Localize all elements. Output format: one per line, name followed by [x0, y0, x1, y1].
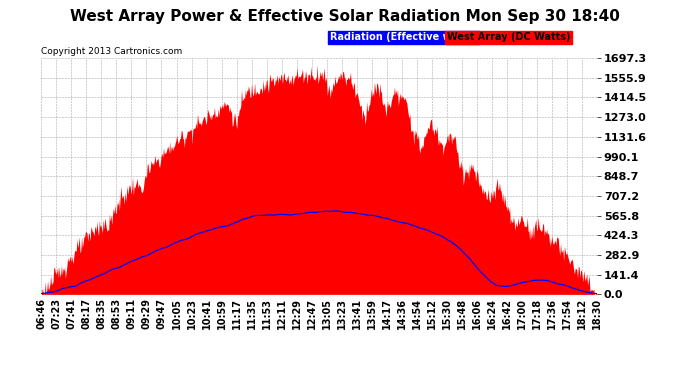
- Text: 16:06: 16:06: [472, 298, 482, 329]
- Text: 09:47: 09:47: [157, 298, 166, 329]
- Text: 15:30: 15:30: [442, 298, 452, 329]
- Text: 12:47: 12:47: [306, 298, 317, 329]
- Text: 07:41: 07:41: [66, 298, 77, 329]
- Text: 10:23: 10:23: [186, 298, 197, 329]
- Text: Radiation (Effective w/m2): Radiation (Effective w/m2): [331, 33, 477, 42]
- Text: 16:42: 16:42: [502, 298, 512, 329]
- Text: 18:12: 18:12: [577, 298, 586, 329]
- Text: 17:00: 17:00: [517, 298, 526, 329]
- Text: 11:17: 11:17: [232, 298, 241, 329]
- Text: 17:36: 17:36: [546, 298, 557, 329]
- Text: 14:17: 14:17: [382, 298, 392, 329]
- Text: 09:29: 09:29: [141, 298, 152, 329]
- Text: 13:41: 13:41: [352, 298, 362, 329]
- Text: 12:11: 12:11: [277, 298, 286, 329]
- Text: 10:41: 10:41: [201, 298, 212, 329]
- Text: 17:18: 17:18: [532, 298, 542, 329]
- Text: 18:30: 18:30: [592, 298, 602, 329]
- Text: West Array (DC Watts): West Array (DC Watts): [447, 33, 571, 42]
- Text: 11:35: 11:35: [246, 298, 257, 329]
- Text: 13:05: 13:05: [322, 298, 332, 329]
- Text: 14:36: 14:36: [397, 298, 406, 329]
- Text: 08:17: 08:17: [81, 298, 92, 329]
- Text: 14:54: 14:54: [412, 298, 422, 329]
- Text: 15:12: 15:12: [426, 298, 437, 329]
- Text: 06:46: 06:46: [37, 298, 46, 329]
- Text: West Array Power & Effective Solar Radiation Mon Sep 30 18:40: West Array Power & Effective Solar Radia…: [70, 9, 620, 24]
- Text: 17:54: 17:54: [562, 298, 572, 329]
- Text: 13:59: 13:59: [366, 298, 377, 329]
- Text: 13:23: 13:23: [337, 298, 346, 329]
- Text: 10:05: 10:05: [172, 298, 181, 329]
- Text: 15:48: 15:48: [457, 298, 466, 329]
- Text: Copyright 2013 Cartronics.com: Copyright 2013 Cartronics.com: [41, 47, 183, 56]
- Text: 10:59: 10:59: [217, 298, 226, 329]
- Text: 08:35: 08:35: [97, 298, 106, 329]
- Text: 16:24: 16:24: [486, 298, 497, 329]
- Text: 08:53: 08:53: [112, 298, 121, 329]
- Text: 11:53: 11:53: [262, 298, 272, 329]
- Text: 09:11: 09:11: [126, 298, 137, 329]
- Text: 07:23: 07:23: [52, 298, 61, 329]
- Text: 12:29: 12:29: [292, 298, 302, 329]
